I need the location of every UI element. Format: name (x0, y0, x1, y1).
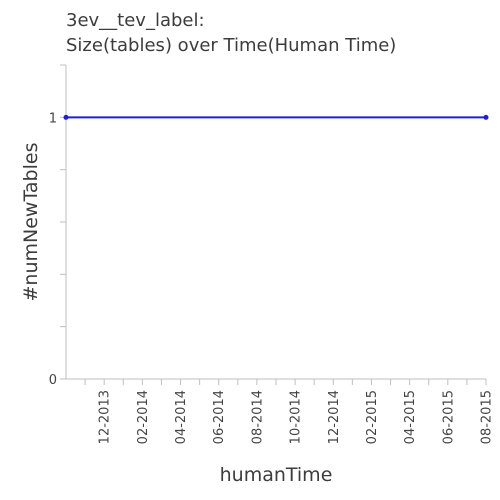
chart-subtitle: Size(tables) over Time(Human Time) (66, 35, 397, 56)
x-tick-label: 12-2013 (98, 390, 113, 444)
x-tick-label: 10-2014 (289, 390, 304, 444)
x-tick-label: 02-2015 (365, 390, 380, 444)
y-axis-label: #numNewTables (20, 143, 42, 302)
chart-title: 3ev__tev_label: (66, 10, 205, 31)
data-point (483, 114, 489, 120)
x-axis-ticks: 12-2013 02-2014 04-2014 06-2014 08-2014 10-20… (84, 379, 495, 444)
y-tick-label: 0 (49, 373, 57, 388)
chart-title-block: 3ev__tev_label: Size(tables) over Time(H… (66, 8, 396, 58)
x-tick-label: 06-2014 (212, 390, 227, 444)
series-layer (63, 114, 489, 120)
x-tick-label: 08-2015 (480, 390, 495, 444)
data-point (63, 114, 69, 120)
x-tick-label: 06-2015 (441, 390, 456, 444)
x-tick-label: 08-2014 (250, 390, 265, 444)
x-tick-label: 04-2014 (174, 390, 189, 444)
y-tick-label: 1 (49, 111, 57, 126)
x-tick-label: 02-2014 (136, 390, 151, 444)
x-tick-label: 12-2014 (327, 390, 342, 444)
x-axis-label: humanTime (220, 464, 333, 486)
x-tick-label: 04-2015 (403, 390, 418, 444)
axes (65, 65, 486, 380)
y-axis-ticks: 01 (49, 64, 66, 388)
